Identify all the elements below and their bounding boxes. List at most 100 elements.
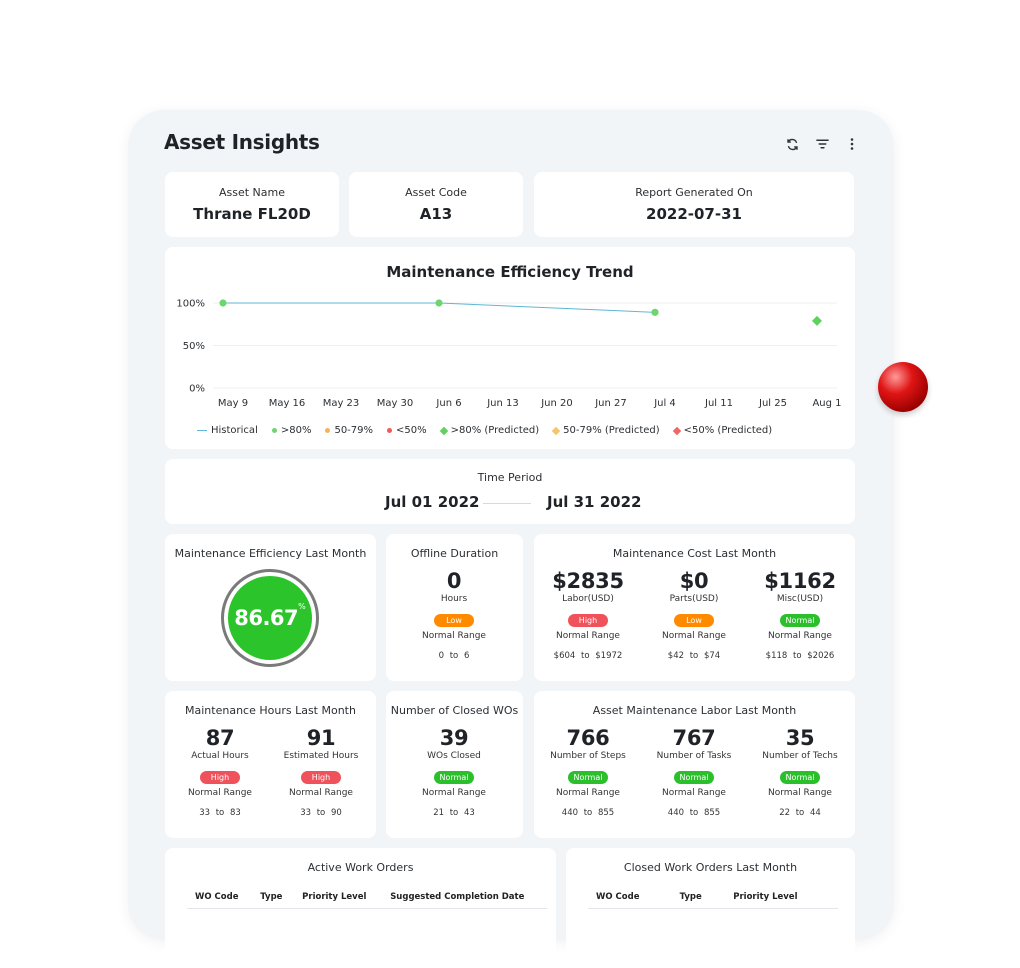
hours-unit: Estimated Hours	[283, 751, 359, 761]
range-values: $118 to $2026	[765, 651, 835, 661]
range-label: Normal Range	[289, 788, 353, 798]
data-point	[435, 299, 443, 307]
range-label: Normal Range	[662, 631, 726, 641]
offline-title: Offline Duration	[410, 547, 499, 560]
column-header[interactable]: Type	[671, 886, 726, 909]
maintenance-labor-card: Asset Maintenance Labor Last Month 766 N…	[534, 691, 855, 838]
status-badge: Low	[674, 614, 714, 627]
active-work-orders-card: Active Work Orders WO Code Type Priority…	[165, 848, 556, 968]
legend-diamond-swatch	[551, 426, 561, 435]
range-label: Normal Range	[662, 788, 726, 798]
labor-steps: 766 Number of Steps Normal Normal Range …	[538, 726, 638, 818]
asset-code-label: Asset Code	[405, 186, 467, 199]
column-header[interactable]: Priority Level	[294, 886, 383, 909]
legend-good[interactable]: >80%	[271, 425, 312, 436]
x-tick-label: May 9	[218, 398, 248, 409]
status-badge: Low	[434, 614, 474, 627]
legend-label: >80%	[280, 425, 312, 436]
column-header[interactable]: Priority Level	[725, 886, 838, 909]
maintenance-cost-card: Maintenance Cost Last Month $2835 Labor(…	[534, 534, 855, 681]
status-badge: Normal	[434, 771, 474, 784]
active-orders-title: Active Work Orders	[307, 861, 414, 874]
range-values: 33 to 83	[199, 808, 241, 818]
cost-parts: $0 Parts(USD) Low Normal Range $42 to $7…	[644, 569, 744, 661]
closed-work-orders-card: Closed Work Orders Last Month WO Code Ty…	[566, 848, 855, 968]
status-badge: High	[200, 771, 240, 784]
offline-value: 0	[446, 569, 462, 593]
range-label: Normal Range	[422, 788, 486, 798]
range-label: Normal Range	[768, 631, 832, 641]
labor-unit: Number of Steps	[550, 751, 626, 761]
asset-code-card: Asset Code A13	[349, 172, 523, 237]
labor-tasks: 767 Number of Tasks Normal Normal Range …	[644, 726, 744, 818]
asset-name-card: Asset Name Thrane FL20D	[165, 172, 339, 237]
data-point	[219, 299, 227, 307]
closed-orders-title: Closed Work Orders Last Month	[623, 861, 798, 874]
x-tick-label: Jul 11	[704, 398, 733, 409]
labor-unit: Number of Techs	[762, 751, 838, 761]
closed-orders-table: WO Code Type Priority Level	[588, 886, 838, 909]
x-tick-label: Jul 25	[758, 398, 787, 409]
efficiency-gauge: 86.67%	[221, 569, 319, 667]
filter-icon[interactable]	[814, 136, 830, 152]
table-header-row: WO Code Type Priority Level Suggested Co…	[187, 886, 547, 909]
range-values: 33 to 90	[300, 808, 342, 818]
hours-value: 87	[205, 726, 235, 750]
range-label: Normal Range	[768, 788, 832, 798]
column-header[interactable]: WO Code	[187, 886, 253, 909]
cost-title: Maintenance Cost Last Month	[612, 547, 777, 560]
legend-diamond-swatch	[439, 426, 448, 435]
x-tick-label: May 23	[323, 398, 360, 409]
data-point	[651, 308, 659, 316]
x-tick-label: Jun 27	[594, 398, 627, 409]
decorative-sphere	[878, 362, 928, 412]
hours-actual: 87 Actual Hours High Normal Range 33 to …	[170, 726, 270, 818]
refresh-icon[interactable]	[784, 136, 800, 152]
asset-name-value: Thrane FL20D	[193, 205, 311, 223]
legend-line-swatch	[197, 429, 207, 432]
closed-wos-title: Number of Closed WOs	[390, 704, 519, 717]
offline-duration-card: Offline Duration 0 Hours Low Normal Rang…	[386, 534, 523, 681]
closed-wos-unit: WOs Closed	[427, 751, 481, 761]
range-values: 21 to 43	[433, 808, 475, 818]
range-label: Normal Range	[422, 631, 486, 641]
chart-legend: Historical >80% 50-79% <50% >80% (Predic…	[197, 425, 772, 436]
x-tick-label: Aug 1	[812, 398, 841, 409]
x-tick-label: Jul 4	[653, 398, 676, 409]
hours-estimated: 91 Estimated Hours High Normal Range 33 …	[271, 726, 371, 818]
period-arrow	[483, 503, 531, 504]
cost-value: $0	[679, 569, 709, 593]
range-values: 440 to 855	[667, 808, 721, 818]
x-tick-label: Jun 6	[435, 398, 461, 409]
more-vertical-icon[interactable]	[844, 136, 860, 152]
column-header[interactable]: Type	[252, 886, 295, 909]
asset-insights-panel: Asset Insights Asset Name Thrane FL20D A…	[128, 110, 894, 968]
page-title: Asset Insights	[164, 130, 320, 154]
report-date-card: Report Generated On 2022-07-31	[534, 172, 854, 237]
status-badge: Normal	[674, 771, 714, 784]
legend-label: 50-79%	[334, 425, 374, 436]
legend-historical[interactable]: Historical	[197, 425, 258, 436]
report-date-label: Report Generated On	[635, 186, 753, 199]
trend-chart: 100% 50% 0% May 9 May 16 May 23 May 30 Jun 6 Jun…	[176, 299, 841, 410]
legend-good-predicted[interactable]: >80% (Predicted)	[439, 425, 539, 436]
y-tick-label: 100%	[176, 299, 205, 310]
labor-title: Asset Maintenance Labor Last Month	[592, 704, 797, 717]
legend-mid[interactable]: 50-79%	[325, 425, 373, 436]
legend-label: <50%	[396, 425, 427, 436]
x-tick-label: May 16	[269, 398, 306, 409]
range-label: Normal Range	[188, 788, 252, 798]
x-tick-label: Jun 20	[540, 398, 573, 409]
legend-dot-swatch	[271, 428, 277, 433]
range-values: 440 to 855	[561, 808, 615, 818]
efficiency-unit: %	[298, 602, 306, 611]
column-header[interactable]: Suggested Completion Date	[382, 886, 547, 909]
legend-bad-predicted[interactable]: <50% (Predicted)	[672, 425, 772, 436]
legend-dot-swatch	[325, 428, 331, 433]
range-values: 22 to 44	[779, 808, 821, 818]
column-header[interactable]: WO Code	[588, 886, 672, 909]
legend-bad[interactable]: <50%	[387, 425, 427, 436]
time-period-card: Time Period Jul 01 2022 Jul 31 2022	[165, 459, 855, 524]
legend-mid-predicted[interactable]: 50-79% (Predicted)	[551, 425, 660, 436]
status-badge: High	[568, 614, 608, 627]
